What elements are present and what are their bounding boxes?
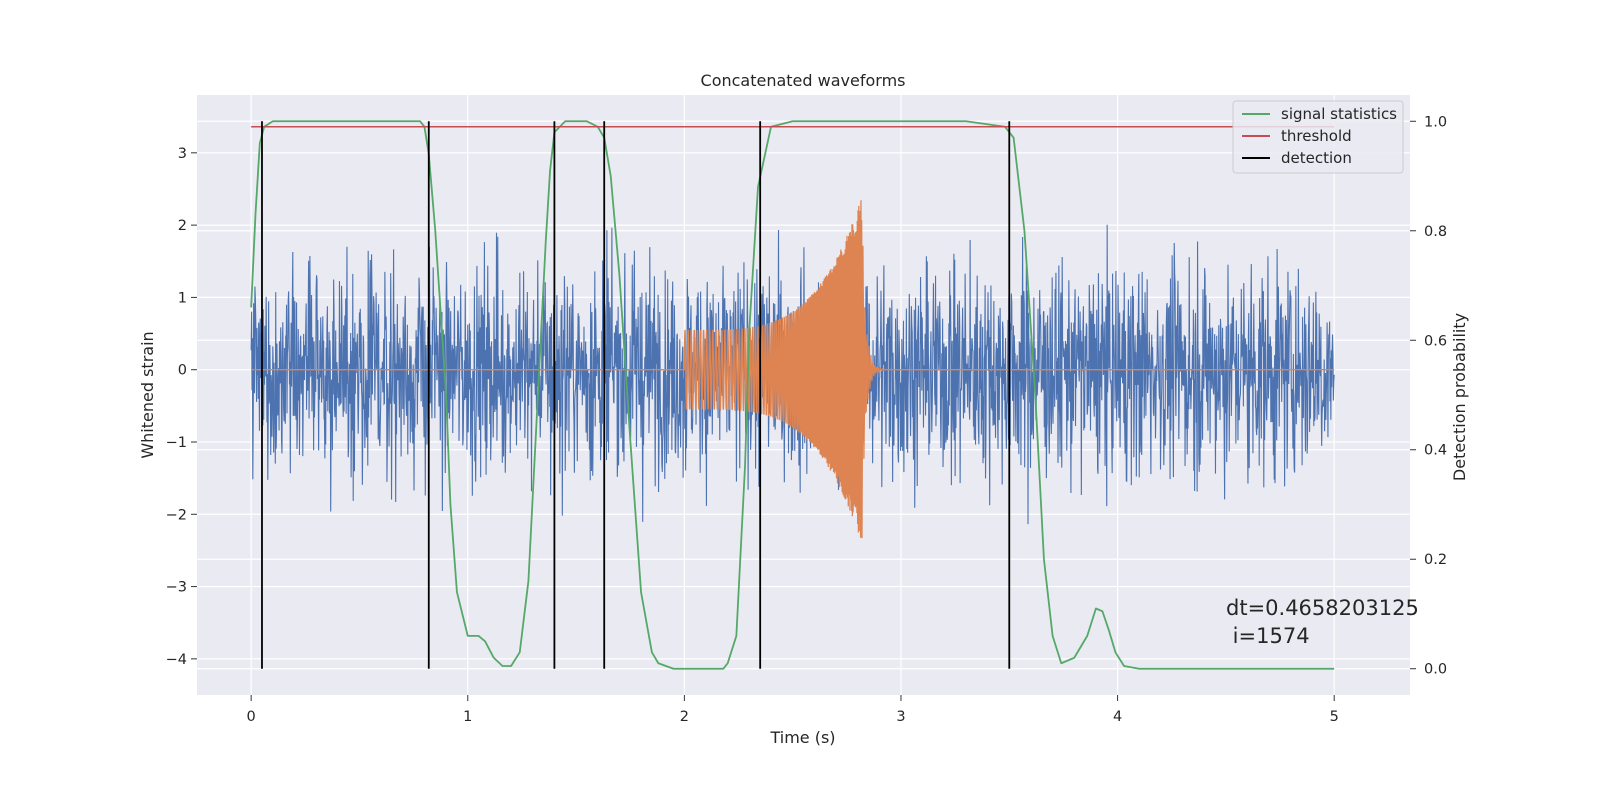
x-tick-label: 0 [247, 709, 256, 725]
detection-lines [261, 121, 1011, 669]
y-tick-label: 3 [178, 146, 187, 162]
x-axis-label: Time (s) [769, 728, 835, 747]
x-tick-label: 5 [1330, 709, 1339, 725]
axis-ticks: 0 1 2 3 4 5 −4 −3 −2 −1 0 1 2 3 0.0 0.2 0.4 0.6 0.8 1.0 [166, 114, 1447, 725]
signal-statistics-series [250, 120, 1335, 670]
y2-tick-label: 0.2 [1424, 552, 1447, 568]
y-tick-label: −1 [166, 435, 187, 451]
legend: signal statistics threshold detection [1232, 100, 1404, 174]
legend-label-detection: detection [1281, 149, 1352, 167]
legend-label-threshold: threshold [1281, 127, 1352, 145]
y-tick-label: −3 [166, 580, 187, 596]
dt-annotation: dt=0.4658203125 [1226, 596, 1419, 620]
x-tick-label: 3 [896, 709, 905, 725]
y2-tick-label: 0.0 [1424, 662, 1447, 678]
waveform-series [251, 200, 1335, 539]
x-tick-label: 2 [680, 709, 689, 725]
chart-title: Concatenated waveforms [701, 71, 906, 90]
y-tick-label: 2 [178, 218, 187, 234]
y2-tick-label: 0.6 [1424, 333, 1447, 349]
legend-label-signal-statistics: signal statistics [1281, 105, 1397, 123]
strain-line [250, 224, 1335, 525]
y-tick-label: −2 [166, 507, 187, 523]
y-axis-label: Whitened strain [138, 331, 157, 458]
waveform-line [251, 200, 1335, 539]
y-tick-label: −4 [166, 652, 187, 668]
y-tick-label: 1 [178, 290, 187, 306]
y-tick-label: 0 [178, 363, 187, 379]
y2-axis-label: Detection probability [1450, 313, 1469, 481]
legend-box [1232, 100, 1404, 174]
strain-series [250, 224, 1335, 525]
y2-tick-label: 0.8 [1424, 224, 1447, 240]
signal-statistics-line [250, 120, 1335, 670]
y2-tick-label: 0.4 [1424, 443, 1447, 459]
y2-tick-label: 1.0 [1424, 114, 1447, 130]
x-tick-label: 1 [463, 709, 472, 725]
index-annotation: i=1574 [1226, 624, 1310, 648]
x-tick-label: 4 [1113, 709, 1122, 725]
